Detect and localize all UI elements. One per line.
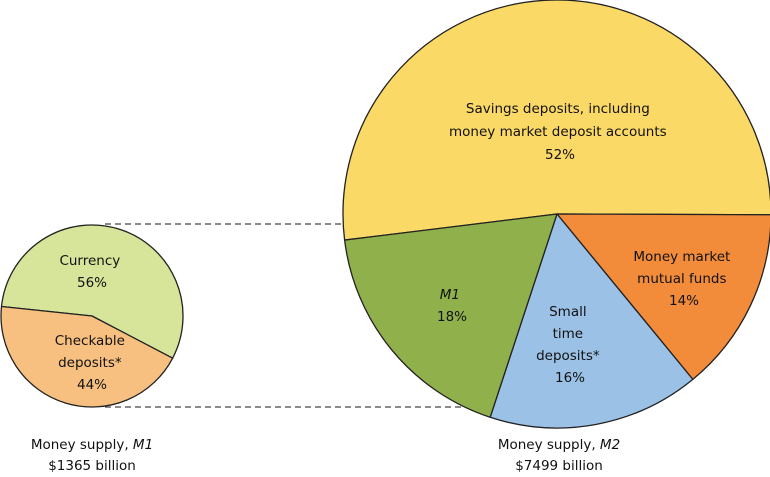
label-currency: Currency 56% [59,253,124,291]
label-checkable-deposits: Checkable deposits* 44% [55,333,130,393]
pie-slice-mmmf [556,213,770,381]
pie-slice-savings [342,0,770,241]
connector-lines [105,223,484,408]
label-m1-share: M1 18% [437,287,467,325]
pie-m1 [0,224,184,408]
label-small-time-deposits: Small time deposits* 16% [536,304,604,386]
caption-m2-title: Money supply, M2 [498,437,620,453]
pie-slice-small_time [489,213,694,429]
pie-m2 [342,0,770,429]
caption-m1-title: Money supply, M1 [31,437,153,453]
caption-m1-total: $1365 billion [48,458,136,473]
label-money-market-mutual-funds: Money market mutual funds 14% [633,249,734,309]
caption-m2-total: $7499 billion [515,458,603,473]
pie-slice-checkable [0,305,174,408]
pie-slice-currency [0,224,184,359]
pie-slice-m1 [343,213,558,418]
label-savings-deposits: Savings deposits, including money market… [449,101,671,163]
